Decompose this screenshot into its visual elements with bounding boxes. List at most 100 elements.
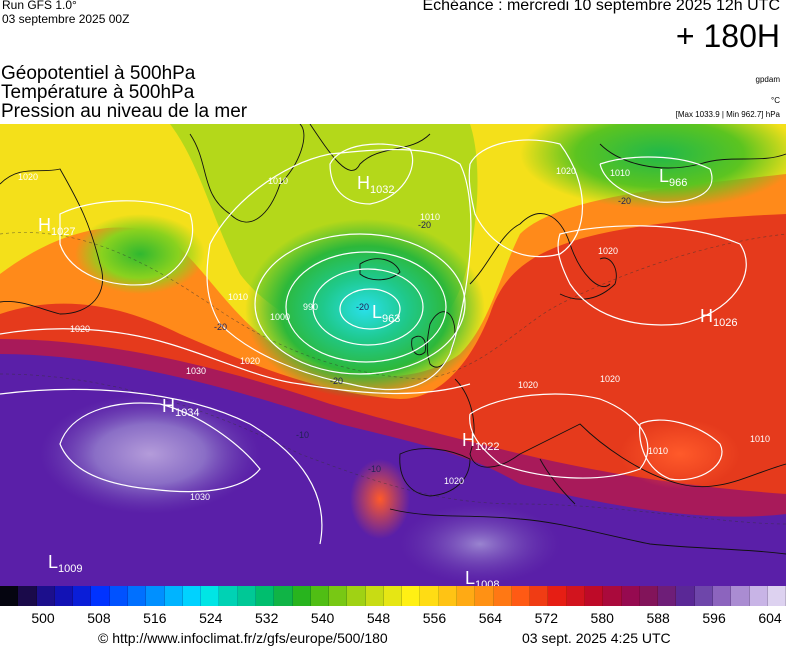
isobars (0, 139, 747, 545)
color-scale-swatch (658, 586, 677, 606)
coast-iberia (399, 448, 471, 497)
param-temperature: Température à 500hPa (1, 82, 195, 103)
color-scale-swatch (511, 586, 531, 606)
color-scale-swatch (201, 586, 220, 606)
color-scale-swatch (548, 586, 567, 606)
temperature-label: -20 (214, 322, 227, 332)
isobar-label: 1020 (444, 476, 464, 486)
coast-canada (0, 168, 104, 315)
color-scale-tick: 532 (255, 610, 279, 626)
color-scale-tick: 516 (143, 610, 167, 626)
isobar-label: 1020 (556, 166, 576, 176)
color-scale-swatch (182, 586, 202, 606)
color-scale-tick: 572 (534, 610, 558, 626)
isobar-label: 1020 (598, 246, 618, 256)
color-scale-tick: 500 (31, 610, 55, 626)
isobar-label: 1020 (18, 172, 38, 182)
green-nw (75, 214, 205, 294)
color-scale-swatch (365, 586, 384, 606)
color-scale-swatch (329, 586, 348, 606)
isobar-label: 1010 (750, 434, 770, 444)
isobar-label: 1010 (228, 292, 248, 302)
pressure-centers: H1027 H1032 L966 L963 H1026 H1034 H1022 … (38, 166, 737, 586)
color-scale-swatch (383, 586, 403, 606)
color-scale-swatch (219, 586, 238, 606)
color-scale-bar (0, 586, 786, 606)
temperature-label: -10 (296, 430, 309, 440)
color-scale-swatch (712, 586, 732, 606)
lead-time: + 180H (675, 18, 780, 54)
color-scale-swatch (694, 586, 713, 606)
isobar-label: 1020 (518, 380, 538, 390)
center-l-1009: L1009 (48, 552, 83, 575)
color-scale-swatch (621, 586, 640, 606)
color-scale-swatch (54, 586, 74, 606)
temperature-label: -20 (330, 376, 343, 386)
color-scale-swatch (274, 586, 293, 606)
isobar-label: 1010 (610, 168, 630, 178)
coast-africa (389, 508, 786, 555)
isobar-label: 1010 (420, 212, 440, 222)
center-l-963: L963 (372, 302, 400, 325)
temperature-isolines (0, 232, 786, 525)
color-scale-swatch (731, 586, 750, 606)
coast-europe (454, 378, 786, 488)
color-scale-swatch (347, 586, 366, 606)
lilac-atlantic (40, 394, 260, 514)
coast-iceland (359, 258, 401, 281)
center-l-1008: L1008 (465, 568, 500, 586)
color-scale-swatch (146, 586, 165, 606)
coast-ireland (411, 335, 427, 356)
isobar-label: 1000 (270, 312, 290, 322)
color-scale-swatch (767, 586, 786, 606)
color-scale-swatch (585, 586, 604, 606)
color-scale-swatch (493, 586, 512, 606)
color-scale-swatch (18, 586, 37, 606)
isobar-labels: 1020 1010 1020 1010 990 1000 1010 1030 1… (18, 166, 770, 502)
color-scale-swatch (457, 586, 476, 606)
color-scale-swatch (36, 586, 55, 606)
color-scale-swatch (255, 586, 275, 606)
center-l-966: L966 (659, 166, 687, 189)
color-scale-swatch (164, 586, 183, 606)
coast-scandinavia (469, 213, 611, 287)
center-h-1026: H1026 (700, 306, 737, 329)
valid-time: Echéance : mercredi 10 septembre 2025 12… (422, 0, 780, 14)
color-scale-tick: 580 (590, 610, 614, 626)
center-h-1022: H1022 (462, 430, 499, 453)
color-scale-tick: 604 (758, 610, 782, 626)
color-scale-swatch (0, 586, 19, 606)
color-scale-swatch (530, 586, 549, 606)
color-scale-swatch (438, 586, 458, 606)
temperature-label: -20 (618, 196, 631, 206)
color-scale-tick: 588 (646, 610, 670, 626)
low-main-core (245, 219, 485, 399)
isobar-label: 1030 (186, 366, 206, 376)
green-ne (520, 124, 786, 209)
color-scale-swatch (109, 586, 128, 606)
coast-greenland-east (309, 124, 431, 171)
isobar-label: 1010 (268, 176, 288, 186)
isobar-label: 1020 (600, 374, 620, 384)
isobar-label: 1020 (240, 356, 260, 366)
param-pressure: Pression au niveau de la mer (1, 101, 248, 122)
color-scale-ticks: 500 508 516 524 532 540 548 556 564 572 580 588 596 6… (0, 610, 786, 628)
lilac-south (400, 504, 560, 584)
isobar-label: 990 (303, 302, 318, 312)
temperature-label: -20 (418, 220, 431, 230)
color-scale-tick: 564 (478, 610, 503, 626)
hot-iberia (350, 459, 410, 539)
temperature-label: -10 (368, 464, 381, 474)
param-geopotential: Géopotentiel à 500hPa (1, 63, 196, 84)
isobar-label: 1020 (70, 324, 90, 334)
isobar-label: 1010 (648, 446, 668, 456)
color-scale-tick: 548 (366, 610, 391, 626)
color-scale-swatch (237, 586, 256, 606)
color-scale-swatch (566, 586, 585, 606)
color-scale-swatch (292, 586, 311, 606)
color-scale-swatch (749, 586, 768, 606)
center-h-1032: H1032 (357, 173, 394, 196)
color-scale-swatch (91, 586, 110, 606)
color-scale-tick: 524 (199, 610, 223, 626)
generated-time: 03 sept. 2025 4:25 UTC (522, 630, 671, 646)
